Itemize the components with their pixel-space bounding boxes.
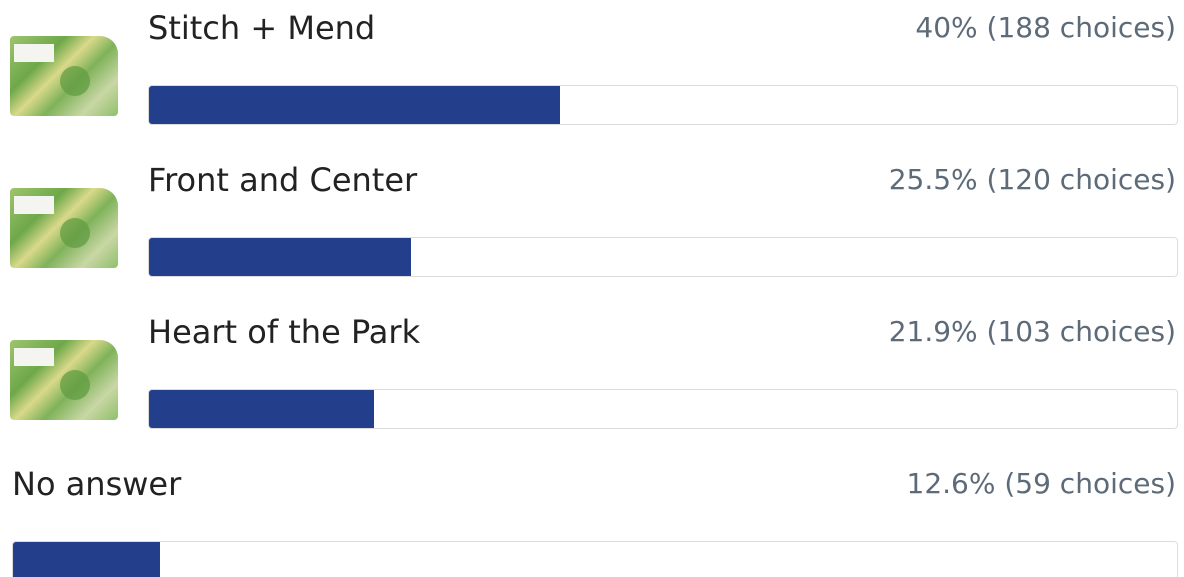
result-bar-track: [148, 237, 1178, 277]
result-bar: [13, 542, 160, 577]
result-bar: [149, 86, 561, 124]
option-result: 40% (188 choices): [915, 11, 1176, 44]
option-result: 21.9% (103 choices): [888, 315, 1176, 348]
result-bar: [149, 390, 375, 428]
result-bar-track: [148, 389, 1178, 429]
result-bar: [149, 238, 412, 276]
option-label: Stitch + Mend: [148, 9, 376, 47]
option-image: [10, 340, 118, 420]
option-label: Heart of the Park: [148, 313, 421, 351]
option-result: 12.6% (59 choices): [906, 467, 1177, 500]
option-result: 25.5% (120 choices): [888, 163, 1176, 196]
option-image: [10, 188, 118, 268]
option-label: No answer: [12, 465, 182, 503]
result-bar-track: [148, 85, 1178, 125]
option-image: [10, 36, 118, 116]
result-bar-track: [12, 541, 1178, 577]
option-label: Front and Center: [148, 161, 418, 199]
